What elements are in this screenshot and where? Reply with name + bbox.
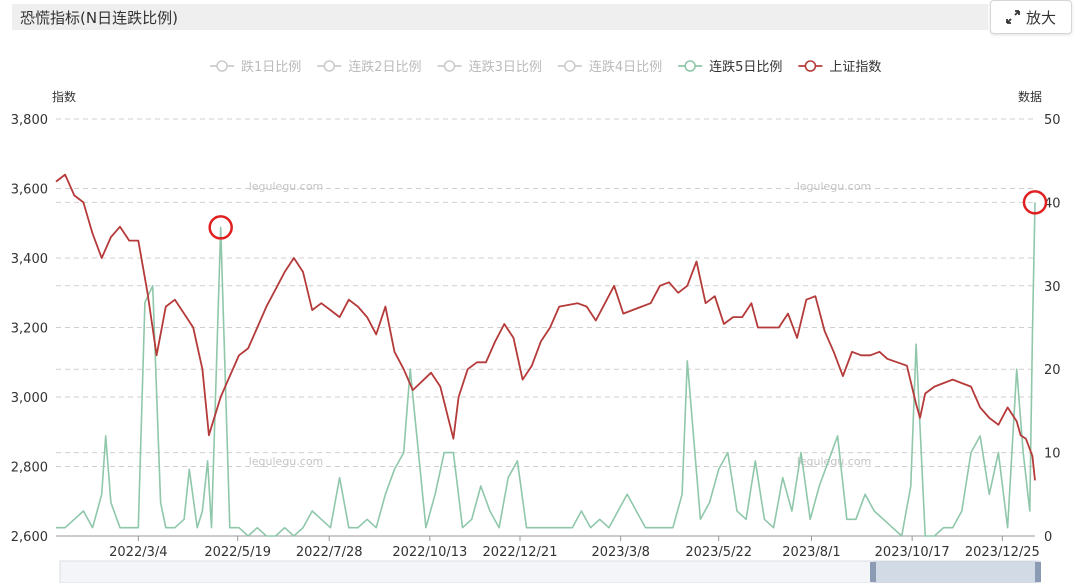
expand-icon [1006, 10, 1020, 24]
highlight-circle [208, 215, 233, 240]
slider-handle-right[interactable] [1035, 562, 1041, 582]
y-left-tick: 3,800 [11, 113, 48, 128]
legend-item[interactable]: 连跌3日比例 [437, 59, 542, 75]
x-tick-label: 2022/7/28 [296, 545, 363, 560]
data-zoom-slider[interactable] [59, 560, 1041, 583]
legend-label: 连跌5日比例 [709, 59, 782, 75]
x-axis: 2022/3/4 2022/5/19 2022/7/28 2022/10/13 2022… [109, 536, 1040, 560]
legend-marker [323, 60, 336, 72]
legend-item[interactable]: 连跌5日比例 [678, 59, 782, 75]
x-tick-label: 2022/3/4 [109, 545, 167, 560]
y-left-tick: 3,200 [11, 322, 48, 337]
x-tick-label: 2023/10/17 [875, 545, 950, 560]
watermark: legulegu.com [249, 180, 324, 193]
legend-item[interactable]: 连跌4日比例 [557, 59, 662, 75]
x-tick-label: 2022/10/13 [392, 545, 467, 560]
slider-window[interactable] [873, 561, 1038, 583]
y-right-tick: 0 [1044, 530, 1052, 545]
x-tick-label: 2023/5/22 [685, 545, 752, 560]
watermark: legulegu.com [797, 455, 872, 468]
x-tick-label: 2023/8/1 [782, 545, 840, 560]
y-left-tick: 2,800 [11, 461, 48, 476]
y-right-tick: 40 [1044, 196, 1061, 211]
slider-handle-left[interactable] [870, 562, 876, 582]
x-tick-label: 2022/5/19 [204, 545, 271, 560]
legend-label: 连跌3日比例 [469, 59, 542, 75]
y-right-tick: 50 [1044, 113, 1061, 128]
series-layer [55, 173, 1036, 537]
grid-lines [56, 118, 1035, 537]
legend-label: 跌1日比例 [241, 59, 301, 75]
y-right-tick: 20 [1044, 363, 1061, 378]
legend: 跌1日比例 连跌2日比例 连跌3日比例 连跌4日比例 连跌5日比例 上证指数 [210, 59, 881, 75]
legend-item[interactable]: 连跌2日比例 [317, 59, 422, 75]
watermark: legulegu.com [249, 455, 324, 468]
legend-marker [443, 60, 456, 72]
y-left-tick: 3,000 [11, 391, 48, 406]
y-left-axis: 2,600 2,800 3,000 3,200 3,400 3,600 3,800 [11, 113, 48, 545]
y-right-tick: 10 [1044, 447, 1061, 462]
legend-label: 连跌4日比例 [589, 59, 662, 75]
legend-item[interactable]: 上证指数 [798, 60, 881, 75]
legend-marker [564, 60, 576, 72]
y-left-tick: 3,600 [11, 183, 48, 198]
legend-label: 连跌2日比例 [348, 59, 421, 75]
highlight-circle [1022, 190, 1048, 215]
title-bar: 恐慌指标(N日连跌比例) [12, 4, 988, 30]
chart-title: 恐慌指标(N日连跌比例) [20, 9, 178, 27]
annotations [208, 190, 1048, 240]
legend-marker [804, 60, 817, 72]
legend-item[interactable]: 跌1日比例 [210, 59, 301, 75]
x-tick-label: 2022/12/21 [483, 545, 558, 560]
y-right-label: 数据 [1018, 89, 1042, 104]
series-line-ratio [56, 202, 1036, 537]
x-tick-label: 2023/3/8 [591, 545, 649, 560]
zoom-label: 放大 [1025, 8, 1056, 27]
y-left-tick: 2,600 [11, 530, 48, 545]
series-line-index [55, 173, 1036, 481]
watermarks: legulegu.com legulegu.com legulegu.com legu… [249, 180, 872, 468]
y-left-tick: 3,400 [11, 252, 48, 267]
legend-label: 上证指数 [829, 60, 881, 75]
watermark: legulegu.com [797, 180, 872, 193]
y-right-tick: 30 [1044, 280, 1061, 295]
x-tick-label: 2023/12/25 [965, 545, 1040, 560]
legend-marker [684, 60, 696, 72]
zoom-button[interactable]: 放大 [990, 0, 1072, 34]
y-right-axis: 0 10 20 30 40 50 [1044, 113, 1061, 545]
y-left-label: 指数 [52, 89, 76, 104]
legend-marker [216, 60, 228, 72]
